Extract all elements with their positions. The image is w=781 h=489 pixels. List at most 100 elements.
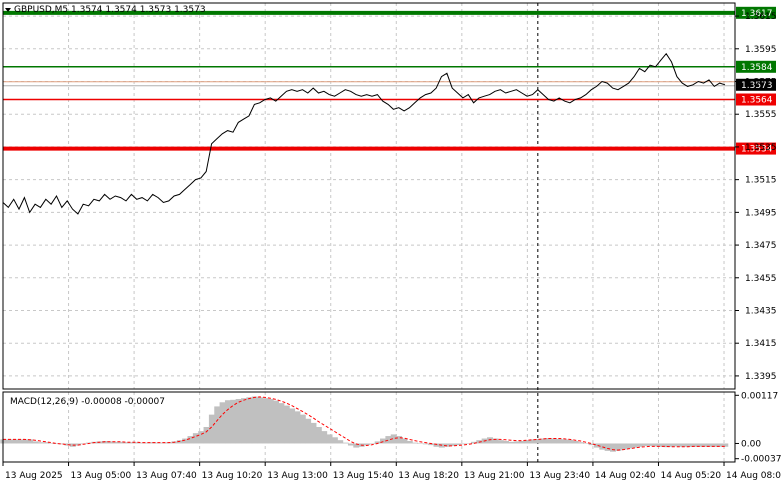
macd-histogram-bar bbox=[422, 443, 429, 445]
macd-histogram-bar bbox=[230, 399, 237, 444]
macd-tick-label: -0.00037 bbox=[741, 455, 781, 465]
price-tick-label: 1.3615 bbox=[745, 12, 777, 22]
macd-histogram-bar bbox=[214, 406, 221, 444]
price-tick-label: 1.3535 bbox=[745, 143, 777, 153]
level-tag-label: 1.3534 bbox=[741, 145, 773, 155]
time-tick-label: 13 Aug 07:40 bbox=[136, 471, 197, 481]
macd-histogram-bar bbox=[139, 442, 146, 444]
macd-panel bbox=[0, 396, 729, 452]
macd-histogram-bar bbox=[80, 443, 87, 444]
macd-histogram-bar bbox=[27, 439, 34, 444]
macd-histogram-bar bbox=[385, 436, 392, 444]
macd-histogram-bar bbox=[551, 438, 558, 444]
macd-histogram-bar bbox=[529, 439, 536, 444]
macd-histogram-bar bbox=[208, 414, 215, 444]
macd-histogram-bar bbox=[668, 443, 675, 447]
macd-histogram-bar bbox=[417, 443, 424, 444]
macd-histogram-bar bbox=[545, 438, 552, 444]
level-tag-label: 1.3617 bbox=[741, 9, 773, 19]
macd-histogram-bar bbox=[278, 403, 285, 444]
macd-histogram-bar bbox=[369, 443, 376, 444]
time-tick-label: 13 Aug 13:00 bbox=[267, 471, 328, 481]
time-tick-label: 13 Aug 21:00 bbox=[464, 471, 525, 481]
level-tag bbox=[736, 93, 776, 106]
macd-histogram-bar bbox=[604, 443, 611, 451]
macd-tick-label: 0.00117 bbox=[741, 391, 778, 401]
macd-histogram-bar bbox=[299, 414, 306, 444]
macd-histogram-bar bbox=[497, 440, 504, 444]
macd-histogram-bar bbox=[262, 398, 269, 444]
price-tick-label: 1.3555 bbox=[745, 110, 777, 120]
macd-histogram-bar bbox=[406, 441, 413, 444]
macd-histogram-bar bbox=[32, 441, 39, 444]
macd-histogram-bar bbox=[577, 442, 584, 444]
macd-histogram-bar bbox=[487, 437, 493, 444]
macd-histogram-bar bbox=[396, 436, 403, 444]
macd-histogram-bar bbox=[342, 442, 349, 444]
price-tick-label: 1.3575 bbox=[745, 78, 777, 88]
macd-histogram-bar bbox=[540, 438, 547, 444]
macd-histogram-bar bbox=[48, 443, 55, 444]
macd-histogram-bar bbox=[107, 441, 114, 444]
macd-histogram-bar bbox=[642, 443, 649, 446]
macd-histogram-bar bbox=[610, 443, 616, 452]
macd-histogram-bar bbox=[347, 443, 354, 446]
macd-histogram-bar bbox=[700, 443, 707, 447]
macd-histogram-bar bbox=[599, 443, 606, 450]
time-tick-label: 14 Aug 08:00 bbox=[726, 471, 781, 481]
macd-frame bbox=[2, 391, 736, 463]
macd-histogram-bar bbox=[449, 443, 456, 446]
macd-histogram-bar bbox=[711, 443, 718, 447]
macd-histogram-bar bbox=[187, 436, 194, 444]
support-resistance-levels[interactable]: 1.3617 1.3584 1.3564 1.3534 1.3573 bbox=[3, 6, 776, 155]
macd-histogram-bar bbox=[251, 396, 258, 444]
macd-histogram-bar bbox=[267, 399, 274, 444]
macd-histogram-bar bbox=[364, 443, 370, 446]
main-grid bbox=[2, 3, 735, 462]
macd-histogram-bar bbox=[128, 442, 135, 444]
macd-histogram-bar bbox=[380, 438, 386, 444]
macd-histogram-bar bbox=[305, 418, 312, 444]
time-tick-label: 13 Aug 10:20 bbox=[202, 471, 263, 481]
price-tick-label: 1.3415 bbox=[745, 339, 777, 349]
level-tag-label: 1.3584 bbox=[741, 63, 773, 73]
macd-histogram-bar bbox=[240, 398, 247, 444]
macd-histogram-bar bbox=[722, 443, 729, 447]
main-frame bbox=[2, 2, 736, 390]
macd-histogram-bar bbox=[246, 397, 253, 444]
macd-histogram-bar bbox=[716, 443, 723, 447]
macd-histogram-bar bbox=[11, 439, 17, 444]
price-tick-label: 1.3475 bbox=[745, 241, 777, 251]
price-tick-label: 1.3395 bbox=[745, 372, 777, 382]
macd-histogram-bar bbox=[43, 442, 50, 444]
macd-histogram-bar bbox=[412, 442, 419, 444]
macd-histogram-bar bbox=[588, 443, 595, 446]
macd-histogram-bar bbox=[401, 438, 408, 444]
macd-histogram-bar bbox=[460, 443, 467, 445]
macd-histogram-bar bbox=[257, 397, 263, 444]
macd-histogram-bar bbox=[454, 443, 461, 446]
macd-histogram-bar bbox=[519, 441, 526, 444]
macd-histogram-bar bbox=[658, 443, 665, 447]
macd-axis: 0.00117 0.00 -0.00037 bbox=[735, 391, 781, 465]
macd-histogram-bar bbox=[433, 443, 440, 447]
macd-histogram-bar bbox=[631, 443, 638, 448]
chevron-down-icon[interactable] bbox=[5, 8, 11, 12]
price-series bbox=[2, 52, 726, 215]
macd-histogram-bar bbox=[112, 441, 119, 444]
macd-histogram-bar bbox=[567, 439, 574, 444]
time-tick-label: 13 Aug 2025 bbox=[5, 471, 63, 481]
macd-histogram-bar bbox=[679, 443, 686, 447]
price-tick-label: 1.3595 bbox=[745, 45, 777, 55]
macd-histogram-bar bbox=[294, 411, 301, 444]
macd-histogram-bar bbox=[652, 443, 659, 447]
macd-histogram-bar bbox=[695, 443, 702, 447]
chart-frame bbox=[2, 2, 736, 463]
macd-histogram-bar bbox=[337, 440, 344, 444]
price-tick-label: 1.3455 bbox=[745, 274, 777, 284]
macd-histogram-bar bbox=[561, 439, 568, 444]
macd-histogram-bar bbox=[5, 439, 12, 444]
macd-histogram-bar bbox=[663, 443, 670, 448]
macd-histogram-bar bbox=[219, 402, 226, 444]
